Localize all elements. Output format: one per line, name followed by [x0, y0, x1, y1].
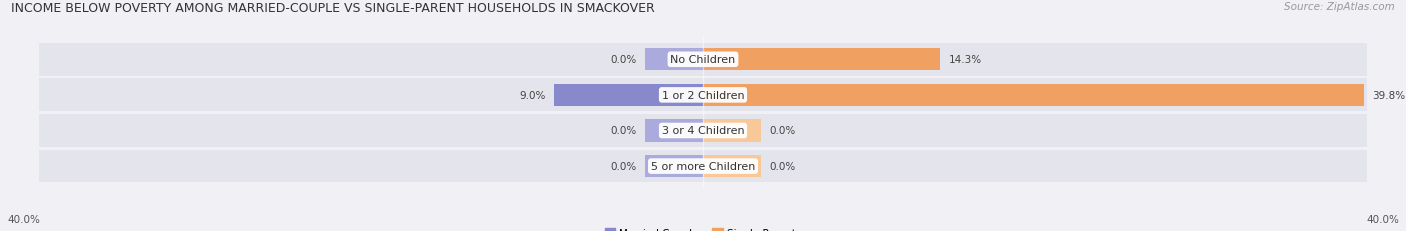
Text: 0.0%: 0.0%	[769, 126, 796, 136]
Text: 0.0%: 0.0%	[610, 126, 637, 136]
Text: 0.0%: 0.0%	[610, 55, 637, 65]
Text: 5 or more Children: 5 or more Children	[651, 161, 755, 171]
Bar	[703, 49, 761, 71]
Text: 3 or 4 Children: 3 or 4 Children	[662, 126, 744, 136]
Bar	[39, 150, 1367, 183]
Bar	[703, 85, 1364, 106]
Bar	[645, 120, 703, 142]
Bar	[703, 155, 761, 177]
Text: 0.0%: 0.0%	[610, 161, 637, 171]
Text: 40.0%: 40.0%	[1367, 214, 1399, 224]
Bar	[703, 120, 761, 142]
Bar	[703, 85, 761, 106]
Bar	[554, 85, 703, 106]
Bar	[39, 79, 1367, 112]
Legend: Married Couples, Single Parents: Married Couples, Single Parents	[600, 224, 806, 231]
Text: 0.0%: 0.0%	[769, 161, 796, 171]
Bar	[703, 49, 941, 71]
Bar	[645, 49, 703, 71]
Text: 40.0%: 40.0%	[7, 214, 39, 224]
Bar	[645, 85, 703, 106]
Text: No Children: No Children	[671, 55, 735, 65]
Text: 1 or 2 Children: 1 or 2 Children	[662, 91, 744, 100]
Text: 39.8%: 39.8%	[1372, 91, 1405, 100]
Text: Source: ZipAtlas.com: Source: ZipAtlas.com	[1284, 2, 1395, 12]
Bar	[645, 155, 703, 177]
Bar	[39, 115, 1367, 147]
Text: 9.0%: 9.0%	[519, 91, 546, 100]
Text: 14.3%: 14.3%	[949, 55, 981, 65]
Bar	[39, 44, 1367, 76]
Text: INCOME BELOW POVERTY AMONG MARRIED-COUPLE VS SINGLE-PARENT HOUSEHOLDS IN SMACKOV: INCOME BELOW POVERTY AMONG MARRIED-COUPL…	[11, 2, 655, 15]
